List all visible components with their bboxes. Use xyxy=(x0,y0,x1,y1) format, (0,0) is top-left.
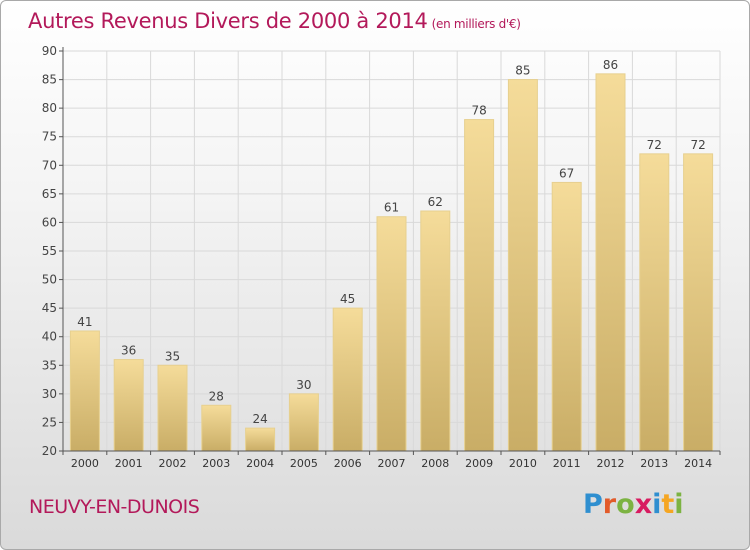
y-tick-label: 70 xyxy=(42,158,57,172)
y-tick-label: 90 xyxy=(42,44,57,58)
bar-2004 xyxy=(245,427,276,452)
data-label: 72 xyxy=(690,138,705,152)
data-label: 67 xyxy=(559,166,574,180)
y-tick-label: 20 xyxy=(42,444,57,458)
x-tick-label: 2013 xyxy=(640,457,668,470)
y-tick-label: 55 xyxy=(42,244,57,258)
bar-2000 xyxy=(69,330,100,452)
y-tick-label: 35 xyxy=(42,358,57,372)
bar-2012 xyxy=(595,73,626,452)
data-label: 24 xyxy=(252,412,267,426)
bar-2008 xyxy=(420,210,451,452)
data-label: 72 xyxy=(647,138,662,152)
bar-2007 xyxy=(376,216,407,452)
bar-2005 xyxy=(288,393,319,452)
data-label: 41 xyxy=(77,315,92,329)
y-tick-label: 60 xyxy=(42,215,57,229)
logo-letter: i xyxy=(652,489,662,520)
y-tick-label: 40 xyxy=(42,330,57,344)
proxiti-logo: Proxiti xyxy=(583,489,684,520)
logo-letter: o xyxy=(616,489,635,520)
logo-letter: i xyxy=(674,489,684,520)
bar-2014 xyxy=(683,153,714,452)
bar-2010 xyxy=(507,79,538,452)
y-tick-label: 85 xyxy=(42,73,57,87)
bar-2013 xyxy=(639,153,670,452)
x-tick-label: 2009 xyxy=(465,457,493,470)
x-tick-label: 2005 xyxy=(290,457,318,470)
bars xyxy=(69,73,714,452)
x-tick-label: 2007 xyxy=(378,457,406,470)
chart-title-text: Autres Revenus Divers de 2000 à 2014 xyxy=(28,9,428,33)
bar-2003 xyxy=(201,404,232,452)
y-tick-label: 75 xyxy=(42,130,57,144)
axes: 20 25 30 35 40 45 50 55 60 65 70 75 80 85 90 2000 2001 20… xyxy=(42,44,721,470)
data-label: 28 xyxy=(209,389,224,403)
x-tick-label: 2004 xyxy=(246,457,274,470)
y-tick-label: 30 xyxy=(42,387,57,401)
y-tick-label: 80 xyxy=(42,101,57,115)
logo-letter: P xyxy=(583,489,603,520)
data-labels: 41 36 35 28 24 30 45 61 62 78 85 67 86 72 72 xyxy=(77,58,705,426)
y-tick-label: 65 xyxy=(42,187,57,201)
town-name: NEUVY-EN-DUNOIS xyxy=(29,496,200,518)
x-tick-label: 2006 xyxy=(334,457,362,470)
x-tick-label: 2014 xyxy=(684,457,712,470)
data-label: 61 xyxy=(384,201,399,215)
x-tick-label: 2011 xyxy=(553,457,581,470)
logo-letter: r xyxy=(602,489,617,520)
x-tick-label: 2002 xyxy=(159,457,187,470)
x-tick-label: 2000 xyxy=(71,457,99,470)
bar-2001 xyxy=(113,359,144,452)
data-label: 36 xyxy=(121,344,136,358)
data-label: 45 xyxy=(340,292,355,306)
x-tick-label: 2008 xyxy=(421,457,449,470)
x-tick-label: 2012 xyxy=(597,457,625,470)
logo-letter: t xyxy=(661,489,675,520)
x-tick-label: 2001 xyxy=(115,457,143,470)
y-tick-label: 50 xyxy=(42,273,57,287)
data-label: 35 xyxy=(165,349,180,363)
y-tick-label: 45 xyxy=(42,301,57,315)
bar-2002 xyxy=(157,364,188,452)
data-label: 78 xyxy=(471,104,486,118)
y-tick-label: 25 xyxy=(42,415,57,429)
data-label: 86 xyxy=(603,58,618,72)
logo-letter: x xyxy=(634,489,653,520)
x-tick-label: 2003 xyxy=(202,457,230,470)
chart-title: Autres Revenus Divers de 2000 à 2014 (en … xyxy=(28,9,521,33)
bar-2006 xyxy=(332,307,363,452)
data-label: 85 xyxy=(515,64,530,78)
bar-2009 xyxy=(464,119,495,452)
bar-2011 xyxy=(551,181,582,452)
chart-unit: (en milliers d'€) xyxy=(431,17,521,31)
data-label: 62 xyxy=(428,195,443,209)
data-label: 30 xyxy=(296,378,311,392)
x-tick-label: 2010 xyxy=(509,457,537,470)
